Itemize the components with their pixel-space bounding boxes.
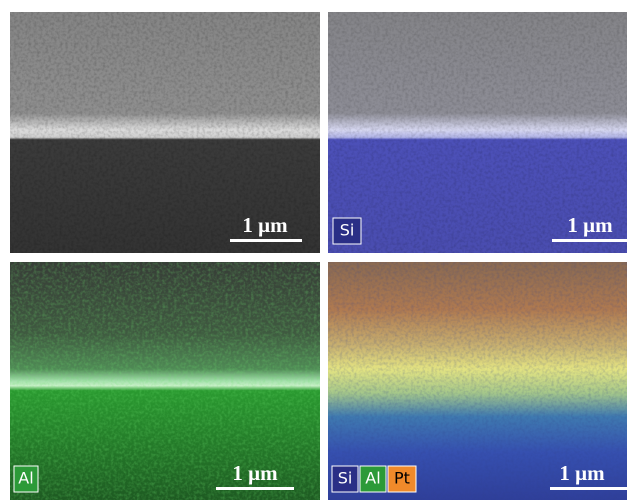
panel-overlay: Si Al Pt 1 μm — [328, 262, 627, 500]
scale-bar-label: 1 μm — [559, 461, 605, 485]
scale-bar-label: 1 μm — [242, 213, 288, 237]
element-label: Si — [340, 221, 355, 240]
element-label: Al — [365, 469, 380, 488]
texture — [10, 12, 320, 253]
label-box — [13, 465, 39, 493]
texture — [328, 12, 627, 253]
label-box — [387, 465, 417, 493]
texture — [328, 262, 627, 500]
label-box — [359, 465, 387, 493]
scale-bar — [216, 487, 294, 490]
texture — [10, 262, 320, 500]
label-box — [332, 217, 362, 245]
scale-bar — [230, 239, 302, 242]
label-box — [331, 465, 359, 493]
scale-bar-label: 1 μm — [232, 461, 278, 485]
element-label: Si — [338, 469, 353, 488]
panel-al: Al 1 μm — [10, 262, 320, 500]
element-label: Al — [18, 469, 33, 488]
scale-bar — [550, 487, 627, 490]
scale-bar — [552, 239, 627, 242]
panel-sem: 1 μm — [10, 12, 320, 253]
scale-bar-label: 1 μm — [567, 213, 613, 237]
panel-si: Si 1 μm — [328, 12, 627, 253]
element-label: Pt — [394, 469, 410, 488]
